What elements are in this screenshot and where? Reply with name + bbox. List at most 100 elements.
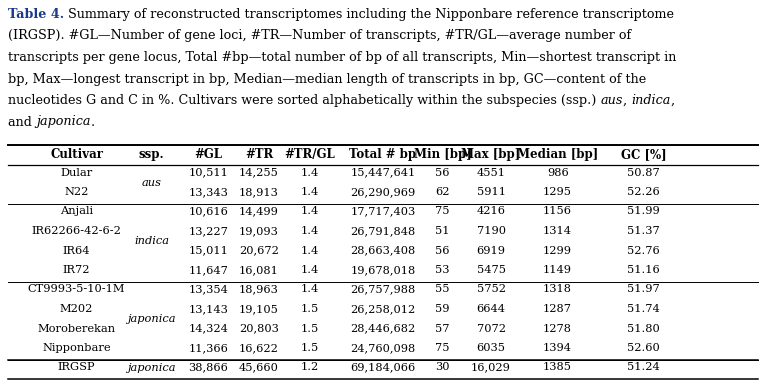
Text: 14,499: 14,499 bbox=[239, 206, 279, 216]
Text: Min [bp]: Min [bp] bbox=[414, 148, 472, 161]
Text: 15,011: 15,011 bbox=[188, 245, 228, 255]
Text: IR64: IR64 bbox=[63, 245, 90, 255]
Text: 1.4: 1.4 bbox=[300, 187, 319, 197]
Text: 17,717,403: 17,717,403 bbox=[350, 206, 416, 216]
Text: 75: 75 bbox=[436, 343, 450, 353]
Text: 1287: 1287 bbox=[543, 304, 572, 314]
Text: 28,663,408: 28,663,408 bbox=[350, 245, 416, 255]
Text: 50.87: 50.87 bbox=[627, 167, 660, 177]
Text: 14,324: 14,324 bbox=[188, 323, 228, 333]
Text: bp, Max—longest transcript in bp, Median—median length of transcripts in bp, GC—: bp, Max—longest transcript in bp, Median… bbox=[8, 73, 647, 85]
Text: 26,258,012: 26,258,012 bbox=[350, 304, 416, 314]
Text: #TR/GL: #TR/GL bbox=[284, 148, 335, 161]
Text: 1385: 1385 bbox=[543, 362, 572, 372]
Text: GC [%]: GC [%] bbox=[620, 148, 666, 161]
Text: 56: 56 bbox=[436, 245, 450, 255]
Text: 1.4: 1.4 bbox=[300, 226, 319, 236]
Text: aus: aus bbox=[601, 94, 623, 107]
Text: (IRGSP). #GL—Number of gene loci, #TR—Number of transcripts, #TR/GL—average numb: (IRGSP). #GL—Number of gene loci, #TR—Nu… bbox=[8, 30, 631, 43]
Text: 5752: 5752 bbox=[476, 284, 506, 294]
Text: 4216: 4216 bbox=[476, 206, 506, 216]
Text: 1.4: 1.4 bbox=[300, 245, 319, 255]
Text: 26,757,988: 26,757,988 bbox=[350, 284, 416, 294]
Text: 19,093: 19,093 bbox=[239, 226, 279, 236]
Text: 53: 53 bbox=[436, 265, 450, 275]
Text: 10,511: 10,511 bbox=[188, 167, 228, 177]
Text: 6919: 6919 bbox=[476, 245, 506, 255]
Text: Max [bp]: Max [bp] bbox=[461, 148, 521, 161]
Text: 1.4: 1.4 bbox=[300, 167, 319, 177]
Text: 986: 986 bbox=[547, 167, 568, 177]
Text: 6035: 6035 bbox=[476, 343, 506, 353]
Text: aus: aus bbox=[142, 177, 162, 188]
Text: indica: indica bbox=[134, 236, 169, 246]
Text: and: and bbox=[8, 115, 36, 128]
Text: 1314: 1314 bbox=[543, 226, 572, 236]
Text: 1318: 1318 bbox=[543, 284, 572, 294]
Text: 56: 56 bbox=[436, 167, 450, 177]
Text: 28,446,682: 28,446,682 bbox=[350, 323, 416, 333]
Text: 26,290,969: 26,290,969 bbox=[350, 187, 416, 197]
Text: 11,647: 11,647 bbox=[188, 265, 228, 275]
Text: 24,760,098: 24,760,098 bbox=[350, 343, 416, 353]
Text: 55: 55 bbox=[436, 284, 450, 294]
Text: IRGSP: IRGSP bbox=[58, 362, 95, 372]
Text: 1295: 1295 bbox=[543, 187, 572, 197]
Text: 20,672: 20,672 bbox=[239, 245, 279, 255]
Text: 51.74: 51.74 bbox=[627, 304, 660, 314]
Text: 1.4: 1.4 bbox=[300, 206, 319, 216]
Text: ,: , bbox=[670, 94, 674, 107]
Text: IR72: IR72 bbox=[63, 265, 90, 275]
Text: 11,366: 11,366 bbox=[188, 343, 228, 353]
Text: #GL: #GL bbox=[195, 148, 222, 161]
Text: transcripts per gene locus, Total #bp—total number of bp of all transcripts, Min: transcripts per gene locus, Total #bp—to… bbox=[8, 51, 676, 64]
Text: 18,963: 18,963 bbox=[239, 284, 279, 294]
Text: 69,184,066: 69,184,066 bbox=[350, 362, 416, 372]
Text: 30: 30 bbox=[436, 362, 450, 372]
Text: 51.80: 51.80 bbox=[627, 323, 660, 333]
Text: 1.4: 1.4 bbox=[300, 265, 319, 275]
Text: 52.76: 52.76 bbox=[627, 245, 660, 255]
Text: 1149: 1149 bbox=[543, 265, 572, 275]
Text: 51.16: 51.16 bbox=[627, 265, 660, 275]
Text: 13,343: 13,343 bbox=[188, 187, 228, 197]
Text: 1.5: 1.5 bbox=[300, 304, 319, 314]
Text: 51.99: 51.99 bbox=[627, 206, 660, 216]
Text: 5911: 5911 bbox=[476, 187, 506, 197]
Text: 7072: 7072 bbox=[476, 323, 506, 333]
Text: 10,616: 10,616 bbox=[188, 206, 228, 216]
Text: Moroberekan: Moroberekan bbox=[38, 323, 116, 333]
Text: 52.26: 52.26 bbox=[627, 187, 660, 197]
Text: ssp.: ssp. bbox=[139, 148, 165, 161]
Text: japonica: japonica bbox=[127, 314, 176, 324]
Text: 51.24: 51.24 bbox=[627, 362, 660, 372]
Text: 19,105: 19,105 bbox=[239, 304, 279, 314]
Text: 1299: 1299 bbox=[543, 245, 572, 255]
Text: 18,913: 18,913 bbox=[239, 187, 279, 197]
Text: 75: 75 bbox=[436, 206, 450, 216]
Text: 38,866: 38,866 bbox=[188, 362, 228, 372]
Text: N22: N22 bbox=[64, 187, 89, 197]
Text: 51.97: 51.97 bbox=[627, 284, 660, 294]
Text: japonica: japonica bbox=[36, 115, 90, 128]
Text: 52.60: 52.60 bbox=[627, 343, 660, 353]
Text: 1.4: 1.4 bbox=[300, 284, 319, 294]
Text: Nipponbare: Nipponbare bbox=[42, 343, 111, 353]
Text: 1.2: 1.2 bbox=[300, 362, 319, 372]
Text: 4551: 4551 bbox=[476, 167, 506, 177]
Text: Median [bp]: Median [bp] bbox=[517, 148, 598, 161]
Text: 15,447,641: 15,447,641 bbox=[350, 167, 416, 177]
Text: 59: 59 bbox=[436, 304, 450, 314]
Text: 20,803: 20,803 bbox=[239, 323, 279, 333]
Text: 62: 62 bbox=[436, 187, 450, 197]
Text: 1156: 1156 bbox=[543, 206, 572, 216]
Text: 16,081: 16,081 bbox=[239, 265, 279, 275]
Text: 1278: 1278 bbox=[543, 323, 572, 333]
Text: .: . bbox=[90, 115, 94, 128]
Text: ,: , bbox=[623, 94, 631, 107]
Text: 16,622: 16,622 bbox=[239, 343, 279, 353]
Text: 57: 57 bbox=[436, 323, 450, 333]
Text: japonica: japonica bbox=[127, 363, 176, 373]
Text: Summary of reconstructed transcriptomes including the Nipponbare reference trans: Summary of reconstructed transcriptomes … bbox=[64, 8, 674, 21]
Text: 16,029: 16,029 bbox=[471, 362, 511, 372]
